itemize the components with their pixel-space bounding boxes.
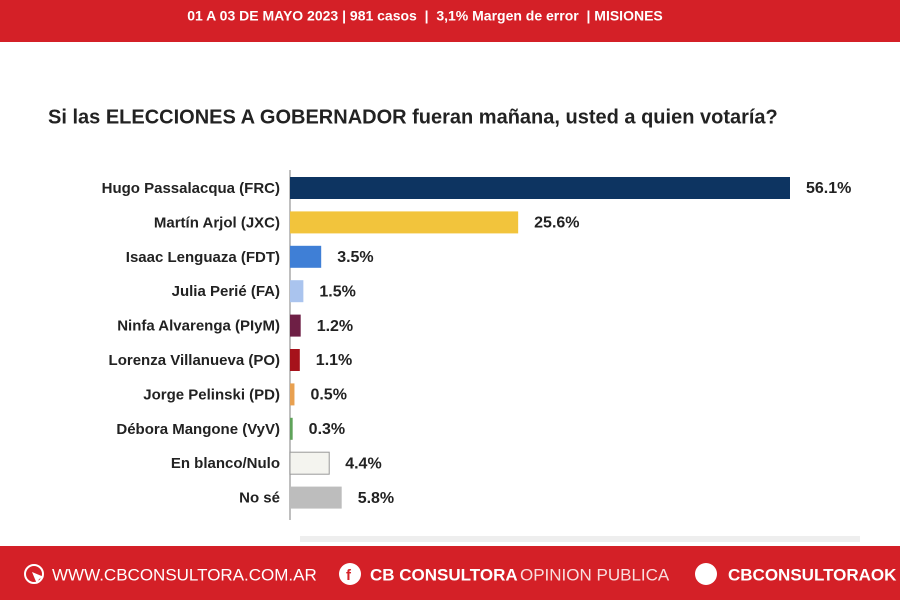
value-label: 56.1% [806, 180, 851, 197]
facebook-sub[interactable]: OPINION PUBLICA [520, 565, 670, 584]
facebook-glyph: f [346, 567, 352, 584]
facebook-icon[interactable] [339, 563, 361, 585]
header-text: 01 A 03 DE MAYO 2023 | 981 casos | 3,1% … [187, 8, 663, 24]
value-label: 1.2% [317, 318, 353, 335]
bar [290, 211, 519, 234]
category-label: Julia Perié (FA) [172, 283, 280, 300]
website[interactable]: WWW.CBCONSULTORA.COM.AR [52, 565, 317, 584]
bar [290, 314, 301, 337]
bar [290, 417, 293, 440]
shadow-band [300, 536, 860, 542]
bar [289, 451, 330, 475]
category-label: No sé [239, 490, 280, 507]
bar [290, 280, 304, 303]
twitter-icon[interactable] [695, 563, 717, 585]
category-label: Martín Arjol (JXC) [154, 214, 280, 231]
value-label: 1.5% [319, 283, 355, 300]
twitter-handle[interactable]: CBCONSULTORAOK [728, 565, 897, 584]
bar [290, 486, 342, 509]
bar [290, 383, 295, 406]
category-label: Ninfa Alvarenga (PIyM) [117, 318, 280, 335]
bar [290, 245, 322, 268]
category-label: Jorge Pelinski (PD) [143, 386, 280, 403]
cursor-icon [24, 564, 44, 584]
category-label: Hugo Passalacqua (FRC) [102, 180, 280, 197]
category-label: Isaac Lenguaza (FDT) [126, 249, 280, 266]
value-label: 1.1% [316, 352, 352, 369]
value-label: 3.5% [337, 249, 373, 266]
value-label: 5.8% [358, 490, 394, 507]
category-label: En blanco/Nulo [171, 455, 280, 472]
bar [290, 349, 300, 371]
chart-title: Si las ELECCIONES A GOBERNADOR fueran ma… [48, 106, 778, 128]
value-label: 4.4% [345, 455, 381, 472]
value-label: 0.3% [309, 421, 345, 438]
category-label: Débora Mangone (VyV) [116, 421, 280, 438]
footer-band [0, 546, 900, 600]
category-label: Lorenza Villanueva (PO) [109, 352, 280, 369]
facebook-name[interactable]: CB CONSULTORA [370, 565, 518, 584]
value-label: 25.6% [534, 215, 579, 232]
bar [290, 177, 790, 199]
header-band [0, 0, 900, 42]
value-label: 0.5% [310, 387, 346, 404]
